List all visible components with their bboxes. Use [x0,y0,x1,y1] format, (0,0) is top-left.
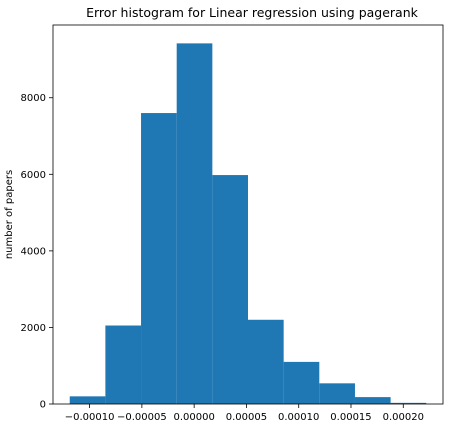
histogram-bar [319,383,355,404]
x-tick-label: 0.00020 [383,412,424,423]
histogram-bar [212,175,248,404]
histogram-bar [69,396,106,404]
y-tick-label: 8000 [21,93,46,104]
histogram-bar [105,325,142,404]
x-tick-label: 0.00005 [226,412,267,423]
y-tick-label: 0 [40,400,46,411]
y-axis-ticks: 0 2000 4000 6000 8000 [21,93,53,411]
histogram-bar [141,113,177,404]
x-tick-label: −0.00005 [117,412,167,423]
x-axis-ticks: −0.00010 −0.00005 0.00000 0.00005 0.00010 0.0… [65,404,424,423]
x-tick-label: −0.00010 [65,412,115,423]
histogram-bar [354,397,391,404]
y-tick-label: 4000 [21,246,46,257]
histogram-bar [176,43,213,404]
y-tick-label: 2000 [21,323,46,334]
x-tick-label: 0.00015 [330,412,371,423]
plot-frame [52,24,444,405]
y-tick-label: 6000 [21,170,46,181]
x-tick-label: 0.00000 [173,412,214,423]
histogram-bar [248,319,284,404]
bars-group [69,43,427,404]
histogram-bar [390,402,427,404]
chart-title: Error histogram for Linear regression us… [86,5,419,20]
y-axis-label: number of papers [4,170,15,259]
x-tick-label: 0.00010 [278,412,319,423]
histogram-bar [283,361,320,404]
